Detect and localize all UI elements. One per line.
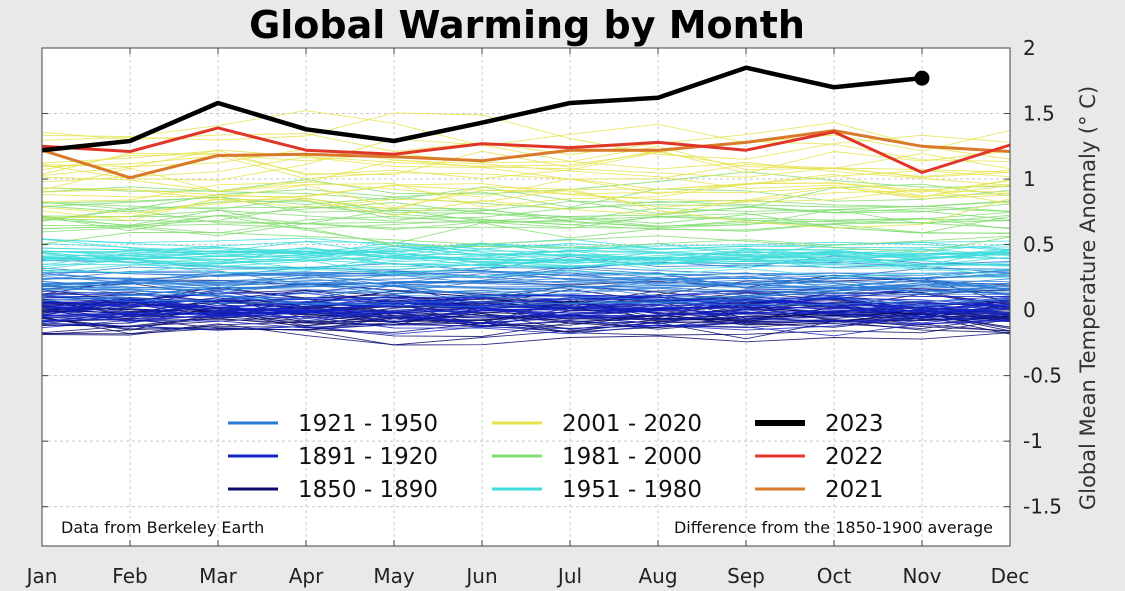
y-axis-label: Global Mean Temperature Anomaly (° C) bbox=[1076, 86, 1100, 510]
series-line-1891-1920 bbox=[41, 304, 1011, 316]
series-line-1951-1980 bbox=[41, 248, 1011, 265]
series-line-2001-2020 bbox=[41, 138, 1011, 186]
series-line-1850-1890 bbox=[41, 319, 1011, 346]
series-line-1891-1920 bbox=[41, 306, 1011, 325]
x-tick-label: Jun bbox=[464, 564, 497, 588]
series-line-1981-2000 bbox=[41, 205, 1011, 231]
series-line-1981-2000 bbox=[41, 197, 1011, 217]
legend-label: 1850 - 1890 bbox=[298, 477, 438, 503]
series-line-1891-1920 bbox=[41, 320, 1011, 337]
x-tick-label: Aug bbox=[638, 564, 677, 588]
series-line-1921-1950 bbox=[41, 296, 1011, 308]
series-line-1921-1950 bbox=[41, 283, 1011, 301]
series-line-2001-2020 bbox=[41, 149, 1011, 177]
series-line-1850-1890 bbox=[41, 298, 1011, 328]
series-line-1981-2000 bbox=[41, 214, 1011, 232]
series-line-1981-2000 bbox=[41, 205, 1011, 227]
series-line-2001-2020 bbox=[41, 155, 1011, 180]
series-line-1921-1950 bbox=[41, 275, 1011, 297]
series-line-1981-2000 bbox=[41, 223, 1011, 249]
baseline-note: Difference from the 1850-1900 average bbox=[674, 518, 993, 537]
series-line-1891-1920 bbox=[41, 295, 1011, 318]
series-line-2001-2020 bbox=[41, 186, 1011, 219]
x-tick-label: Mar bbox=[199, 564, 238, 588]
series-line-1921-1950 bbox=[41, 284, 1011, 300]
y-tick-label: -1.5 bbox=[1023, 495, 1062, 519]
series-line-1891-1920 bbox=[41, 299, 1011, 323]
series-line-2001-2020 bbox=[41, 184, 1011, 221]
series-line-2023 bbox=[41, 65, 923, 153]
y-tick-label: 0.5 bbox=[1023, 233, 1055, 257]
x-tick-label: Nov bbox=[902, 564, 941, 588]
series-line-1981-2000 bbox=[41, 232, 1011, 253]
chart-title: Global Warming by Month bbox=[249, 3, 805, 47]
series-line-1921-1950 bbox=[41, 286, 1011, 305]
x-tick-label: Feb bbox=[112, 564, 147, 588]
legend-label: 1921 - 1950 bbox=[298, 411, 438, 437]
series-line-1951-1980 bbox=[41, 241, 1011, 267]
series-line-1891-1920 bbox=[41, 309, 1011, 329]
series-line-1951-1980 bbox=[41, 249, 1011, 269]
series-line-1921-1950 bbox=[41, 273, 1011, 288]
series-line-1951-1980 bbox=[41, 254, 1011, 270]
series-line-1951-1980 bbox=[41, 242, 1011, 258]
legend-label: 2023 bbox=[825, 411, 884, 437]
series-line-2022 bbox=[41, 126, 1011, 174]
series-line-1981-2000 bbox=[41, 188, 1011, 210]
series-line-2001-2020 bbox=[41, 183, 1011, 202]
series-line-1891-1920 bbox=[41, 298, 1011, 316]
source-note: Data from Berkeley Earth bbox=[61, 518, 264, 537]
series-line-1921-1950 bbox=[41, 271, 1011, 291]
series-line-1921-1950 bbox=[41, 271, 1011, 285]
y-tick-label: 1 bbox=[1023, 167, 1036, 191]
legend-label: 2022 bbox=[825, 444, 884, 470]
y-tick-label: 0 bbox=[1023, 298, 1036, 322]
series-line-1891-1920 bbox=[41, 288, 1011, 310]
series-line-2001-2020 bbox=[41, 156, 1011, 195]
legend-label: 1951 - 1980 bbox=[562, 477, 702, 503]
legend-label: 2021 bbox=[825, 477, 884, 503]
series-line-1981-2000 bbox=[41, 200, 1011, 220]
series-line-2021 bbox=[41, 129, 1011, 180]
series-line-1951-1980 bbox=[41, 248, 1011, 264]
plot-frame bbox=[41, 47, 1011, 547]
x-tick-label: Oct bbox=[817, 564, 852, 588]
series-line-2001-2020 bbox=[41, 112, 1011, 160]
series-line-2001-2020 bbox=[41, 122, 1011, 160]
series-line-2001-2020 bbox=[41, 170, 1011, 210]
x-tick-label: Sep bbox=[727, 564, 765, 588]
x-tick-label: Apr bbox=[289, 564, 324, 588]
x-tick-label: Dec bbox=[991, 564, 1030, 588]
series-line-1850-1890 bbox=[41, 302, 1011, 333]
series-line-1981-2000 bbox=[41, 202, 1011, 221]
series-line-2001-2020 bbox=[41, 167, 1011, 208]
series-line-2001-2020 bbox=[41, 150, 1011, 176]
y-tick-label: 1.5 bbox=[1023, 102, 1055, 126]
series-line-1850-1890 bbox=[41, 316, 1011, 346]
series-line-2001-2020 bbox=[41, 140, 1011, 179]
series-2023-endpoint-marker bbox=[914, 70, 930, 86]
series-line-2001-2020 bbox=[41, 145, 1011, 171]
legend-label: 2001 - 2020 bbox=[562, 411, 702, 437]
legend-label: 1981 - 2000 bbox=[562, 444, 702, 470]
y-tick-label: -1 bbox=[1023, 429, 1043, 453]
x-tick-label: Jan bbox=[25, 564, 58, 588]
legend-label: 1891 - 1920 bbox=[298, 444, 438, 470]
x-tick-label: May bbox=[373, 564, 415, 588]
series-line-1981-2000 bbox=[41, 215, 1011, 237]
x-tick-label: Jul bbox=[556, 564, 582, 588]
series-line-1921-1950 bbox=[42, 270, 1011, 286]
y-tick-label: 2 bbox=[1023, 36, 1036, 60]
series-line-2001-2020 bbox=[41, 148, 1011, 178]
series-line-2001-2020 bbox=[41, 187, 1011, 229]
y-tick-label: -0.5 bbox=[1023, 364, 1062, 388]
